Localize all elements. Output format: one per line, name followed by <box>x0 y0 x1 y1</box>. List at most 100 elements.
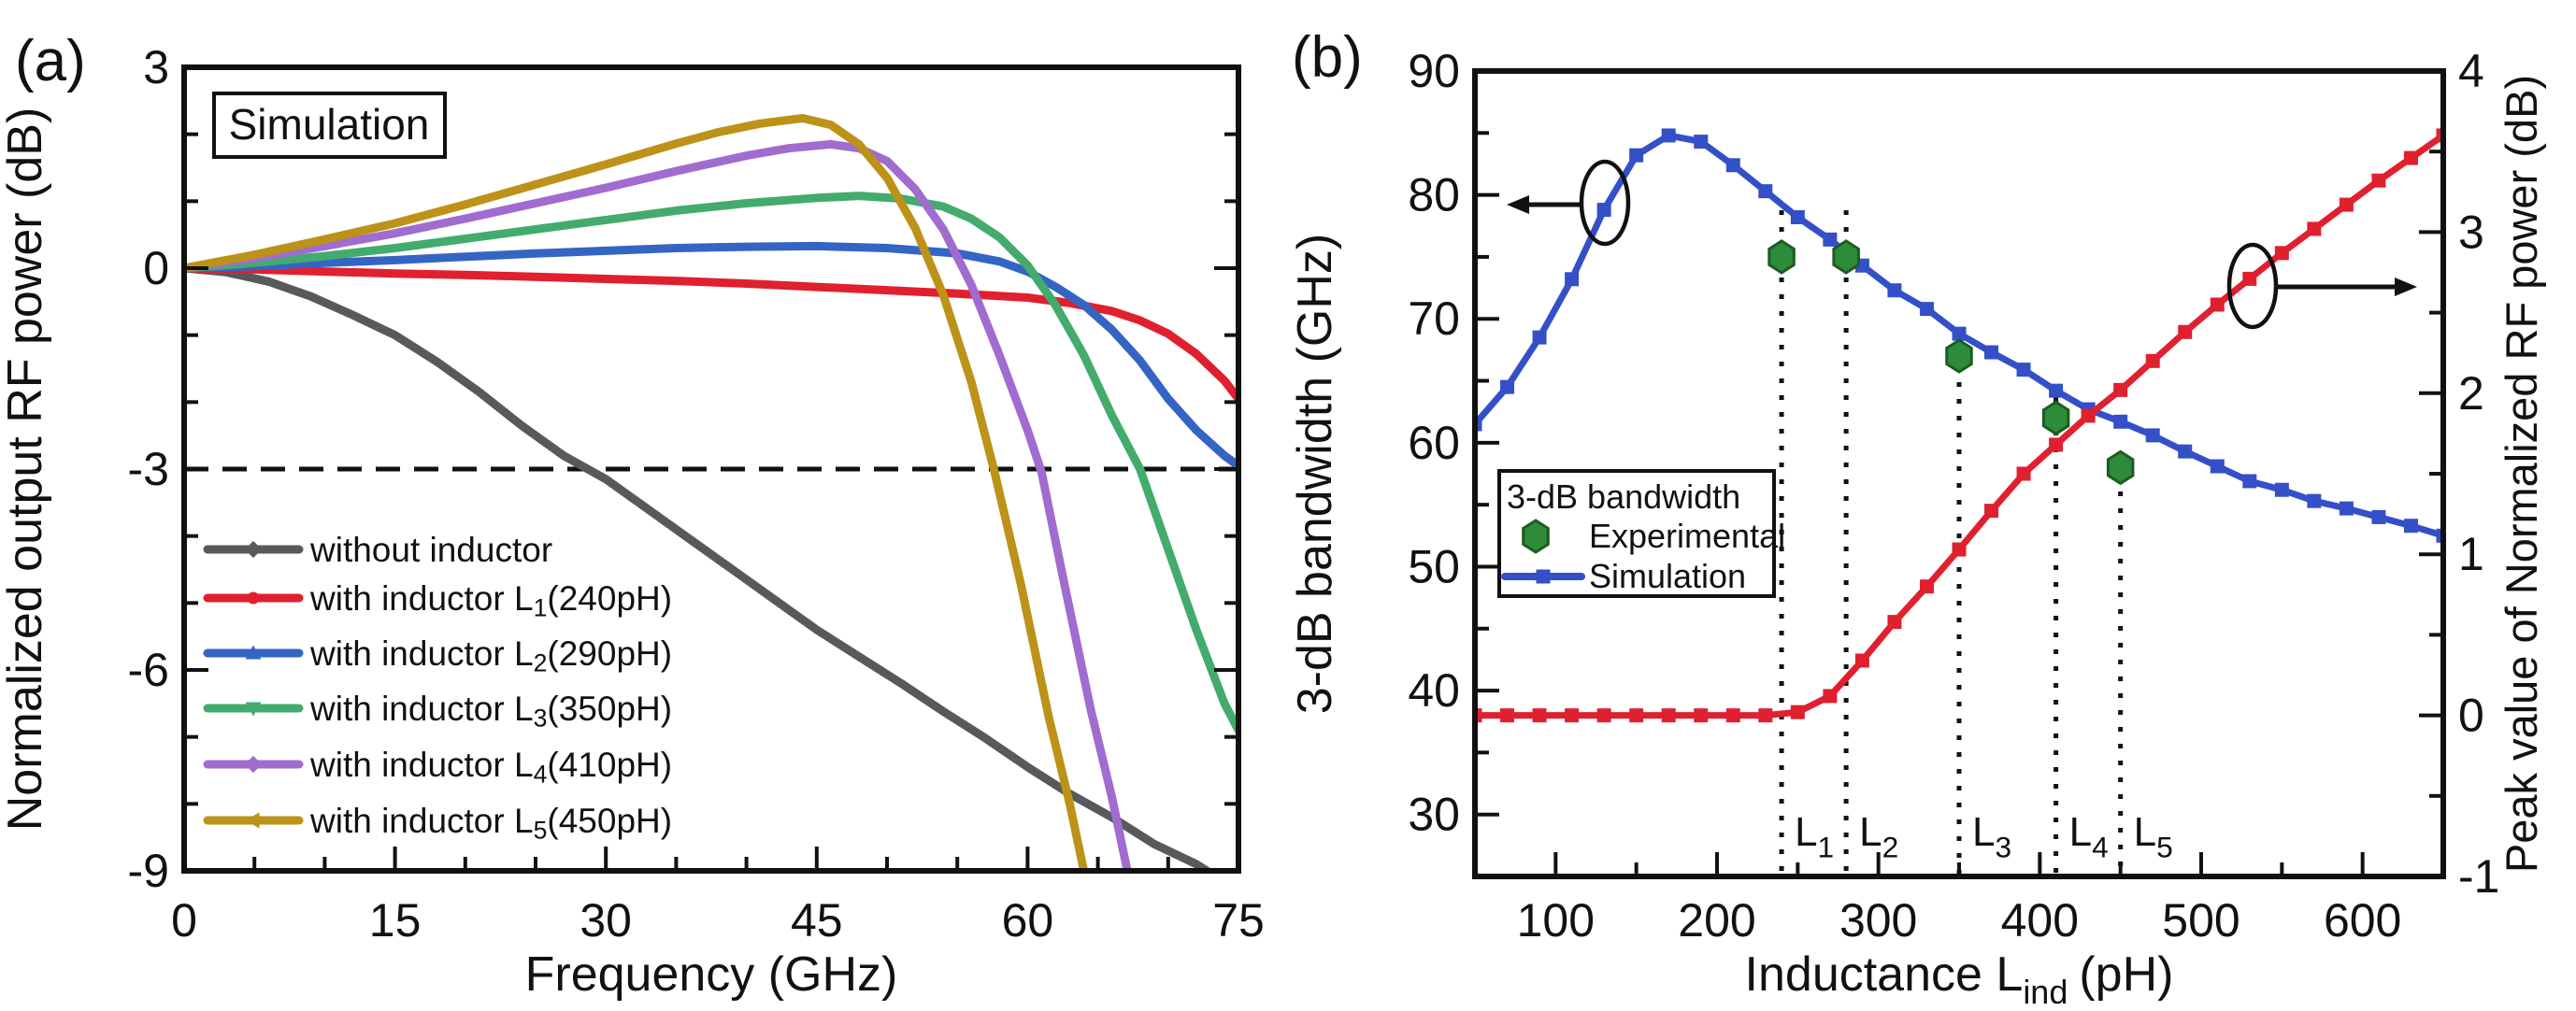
panel-a-legend-label: with inductor L4(410pH) <box>309 746 672 789</box>
legend-marker-circle-icon <box>247 591 260 605</box>
series-marker-simulation-3-db-bandwidth- <box>1532 330 1547 345</box>
panel-b-right-y-axis-title: Peak value of Normalized RF power (dB) <box>2497 75 2546 873</box>
series-marker-peak-value-of-normalized-rf-power <box>2436 128 2443 143</box>
x-axis-title-main: Inductance L <box>1745 947 2024 1002</box>
series-marker-peak-value-of-normalized-rf-power <box>1500 708 1515 723</box>
series-marker-peak-value-of-normalized-rf-power <box>2339 197 2354 212</box>
panel-b-label: (b) <box>1292 25 1363 90</box>
panel-b-left-y-tick-label: 70 <box>1408 292 1460 345</box>
series-marker-simulation-3-db-bandwidth- <box>2210 459 2225 474</box>
series-marker-peak-value-of-normalized-rf-power <box>1725 708 1740 723</box>
panel-a-y-tick-label: -6 <box>128 644 169 696</box>
series-marker-simulation-3-db-bandwidth- <box>1887 283 1902 298</box>
panel-a: (a) Normalized output RF power (dB) Freq… <box>0 29 1265 1002</box>
panel-b-right-y-tick-label: 2 <box>2458 367 2484 420</box>
series-marker-simulation-3-db-bandwidth- <box>1725 158 1740 173</box>
series-marker-peak-value-of-normalized-rf-power <box>1790 705 1805 719</box>
series-marker-simulation-3-db-bandwidth- <box>2274 482 2289 497</box>
series-marker-peak-value-of-normalized-rf-power <box>2274 246 2289 261</box>
inductor-marker-label-L1: L1 <box>1795 809 1834 863</box>
series-marker-peak-value-of-normalized-rf-power <box>1475 708 1482 723</box>
panel-b-x-tick-label: 300 <box>1839 894 1917 947</box>
series-marker-peak-value-of-normalized-rf-power <box>2371 173 2386 188</box>
panel-b-legend: 3-dB bandwidth Experimental Simulation <box>1497 469 1785 598</box>
panel-b-x-tick-label: 100 <box>1517 894 1595 947</box>
series-marker-simulation-3-db-bandwidth- <box>1984 345 1999 360</box>
series-marker-simulation-3-db-bandwidth- <box>1500 379 1515 394</box>
left-axis-callout-ellipse <box>1579 159 1631 247</box>
series-marker-simulation-3-db-bandwidth- <box>1919 302 1934 317</box>
series-marker-simulation-3-db-bandwidth- <box>2371 509 2386 524</box>
series-marker-experimental-3-db-bandwidth- <box>1945 338 1973 374</box>
right-axis-callout-ellipse <box>2226 242 2279 330</box>
panel-b: (b) 3-dB bandwidth (GHz) Peak value of N… <box>1288 25 2546 1011</box>
simulation-annotation-box <box>212 92 447 159</box>
series-marker-simulation-3-db-bandwidth- <box>2307 493 2322 508</box>
panel-b-right-y-tick-label: 0 <box>2458 690 2484 742</box>
panel-a-y-tick-label: -3 <box>128 443 169 495</box>
legend-marker-diamond-icon <box>244 540 263 559</box>
series-marker-peak-value-of-normalized-rf-power <box>1984 504 1999 519</box>
panel-b-x-tick-label: 500 <box>2162 894 2240 947</box>
legend-simulation-label: Simulation <box>1589 557 1746 595</box>
panel-b-left-y-tick-label: 60 <box>1408 417 1460 469</box>
series-marker-simulation-3-db-bandwidth- <box>2113 414 2128 429</box>
panel-a-legend-label: with inductor L3(350pH) <box>309 690 672 733</box>
panel-b-left-y-tick-label: 80 <box>1408 169 1460 221</box>
series-marker-peak-value-of-normalized-rf-power <box>2145 353 2160 368</box>
panel-a-y-axis-title: Normalized output RF power (dB) <box>0 107 52 832</box>
series-curve-with-inductor-l5-450ph- <box>184 114 1089 871</box>
series-marker-simulation-3-db-bandwidth- <box>2339 501 2354 516</box>
series-marker-peak-value-of-normalized-rf-power <box>1565 708 1580 723</box>
inductor-marker-label-L3: L3 <box>1972 809 2011 863</box>
series-marker-simulation-3-db-bandwidth- <box>2178 444 2193 459</box>
panel-a-legend-label: with inductor L5(450pH) <box>309 802 672 845</box>
panel-a-y-tick-label: 0 <box>143 242 169 294</box>
series-marker-simulation-3-db-bandwidth- <box>1758 184 1773 199</box>
panel-b-right-y-tick-label: 1 <box>2458 528 2484 580</box>
panel-b-left-y-axis-title: 3-dB bandwidth (GHz) <box>1288 234 1342 714</box>
series-marker-peak-value-of-normalized-rf-power <box>1661 708 1676 723</box>
series-marker-peak-value-of-normalized-rf-power <box>1919 579 1934 594</box>
panel-a-label: (a) <box>15 29 86 93</box>
series-marker-peak-value-of-normalized-rf-power <box>2049 437 2064 452</box>
panel-b-right-y-tick-label: 3 <box>2458 206 2484 258</box>
right-axis-callout-arrowhead-icon <box>2395 278 2417 296</box>
panel-a-x-axis-title: Frequency (GHz) <box>525 947 898 1002</box>
panel-b-x-tick-label: 200 <box>1678 894 1755 947</box>
series-marker-peak-value-of-normalized-rf-power <box>1596 708 1611 723</box>
series-marker-experimental-3-db-bandwidth- <box>1832 239 1860 275</box>
series-marker-peak-value-of-normalized-rf-power <box>1952 542 1967 557</box>
series-marker-simulation-3-db-bandwidth- <box>2016 363 2031 377</box>
legend-experimental-hexagon-icon <box>1522 519 1550 554</box>
series-marker-simulation-3-db-bandwidth- <box>1565 272 1580 287</box>
series-marker-peak-value-of-normalized-rf-power <box>2307 221 2322 236</box>
panel-b-x-axis-title: Inductance Lind (pH) <box>1745 947 2174 1011</box>
panel-b-right-y-tick-label: -1 <box>2458 850 2499 903</box>
series-marker-peak-value-of-normalized-rf-power <box>1694 708 1709 723</box>
panel-a-legend-label: with inductor L2(290pH) <box>309 634 672 677</box>
experimental-hexagon-icon <box>1522 519 1550 554</box>
panel-a-x-tick-label: 0 <box>171 894 197 947</box>
panel-a-x-tick-label: 30 <box>580 894 632 947</box>
series-marker-peak-value-of-normalized-rf-power <box>2113 382 2128 397</box>
legend-title: 3-dB bandwidth <box>1507 477 1740 516</box>
series-marker-simulation-3-db-bandwidth- <box>2403 519 2418 534</box>
series-marker-peak-value-of-normalized-rf-power <box>2178 324 2193 339</box>
inductor-marker-label-L5: L5 <box>2134 809 2173 863</box>
series-marker-simulation-3-db-bandwidth- <box>2145 428 2160 443</box>
legend-marker-triangle-down-icon <box>245 702 262 717</box>
panel-b-plot-border <box>1472 68 2446 879</box>
series-marker-peak-value-of-normalized-rf-power <box>1629 708 1644 723</box>
panel-b-left-y-tick-label: 30 <box>1408 789 1460 841</box>
simulation-annotation-label: Simulation <box>229 100 430 149</box>
legend-marker-diamond-icon <box>244 755 263 774</box>
series-marker-peak-value-of-normalized-rf-power <box>2016 466 2031 481</box>
panel-b-left-y-tick-label: 40 <box>1408 664 1460 717</box>
x-axis-title-unit: (pH) <box>2079 947 2173 1002</box>
legend-simulation-square-icon <box>1536 569 1551 584</box>
series-marker-peak-value-of-normalized-rf-power <box>1854 653 1869 668</box>
series-marker-simulation-3-db-bandwidth- <box>1596 203 1611 218</box>
